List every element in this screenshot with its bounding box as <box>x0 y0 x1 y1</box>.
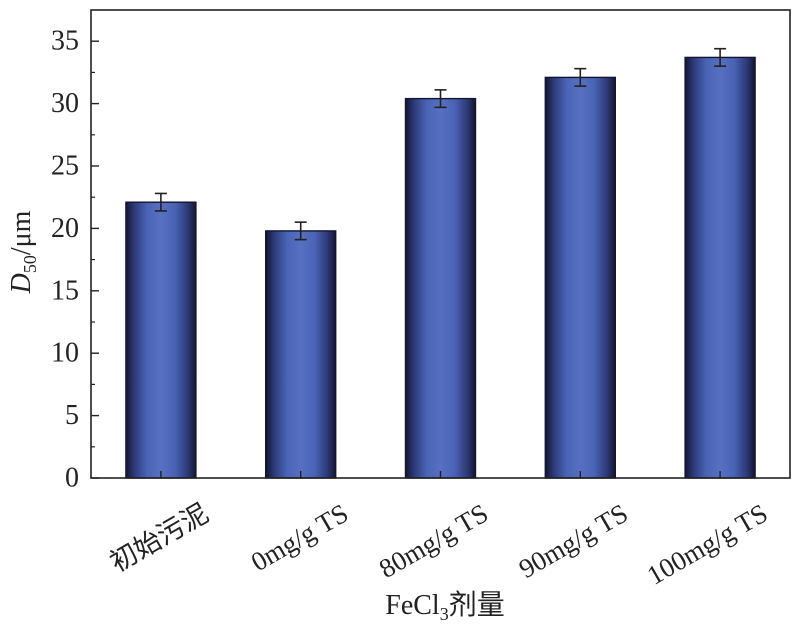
y-tick-label-6: 30 <box>51 88 79 119</box>
y-tick-label-7: 35 <box>51 26 79 57</box>
x-axis-title: FeCl3剂量 <box>385 589 504 624</box>
y-axis-title: D50/μm <box>6 210 40 294</box>
x-axis-title-subscript: 3 <box>440 604 449 624</box>
x-tick-label-3: 90mg/g TS <box>514 498 633 584</box>
x-axis-title-prefix: FeCl <box>385 590 440 621</box>
bars-layer <box>125 56 756 479</box>
y-axis-title-suffix: /μm <box>6 210 37 255</box>
y-tick-label-0: 0 <box>65 463 79 494</box>
x-tick-label-2: 80mg/g TS <box>374 498 493 584</box>
y-tick-label-1: 5 <box>65 400 79 431</box>
x-tick-label-4: 100mg/g TS <box>642 498 773 591</box>
y-tick-label-3: 15 <box>51 275 79 306</box>
y-axis: 0 5 10 15 20 25 30 35 <box>51 26 99 494</box>
y-tick-label-2: 10 <box>51 338 79 369</box>
y-tick-label-4: 20 <box>51 213 79 244</box>
x-axis: 初始污泥 0mg/g TS 80mg/g TS 90mg/g TS 100mg/g TS <box>105 471 773 591</box>
x-axis-title-suffix: 剂量 <box>449 589 505 621</box>
bar-3 <box>544 76 616 479</box>
bar-1 <box>265 230 337 479</box>
y-axis-title-symbol: D <box>6 273 37 294</box>
x-tick-label-1: 0mg/g TS <box>246 498 353 577</box>
x-tick-label-0: 初始污泥 <box>105 498 214 578</box>
bar-2 <box>404 97 477 479</box>
y-axis-title-subscript: 50 <box>20 255 40 273</box>
bar-0 <box>125 201 197 479</box>
y-tick-label-5: 25 <box>51 151 79 182</box>
errorbars-layer <box>154 47 727 241</box>
bar-4 <box>684 56 756 479</box>
